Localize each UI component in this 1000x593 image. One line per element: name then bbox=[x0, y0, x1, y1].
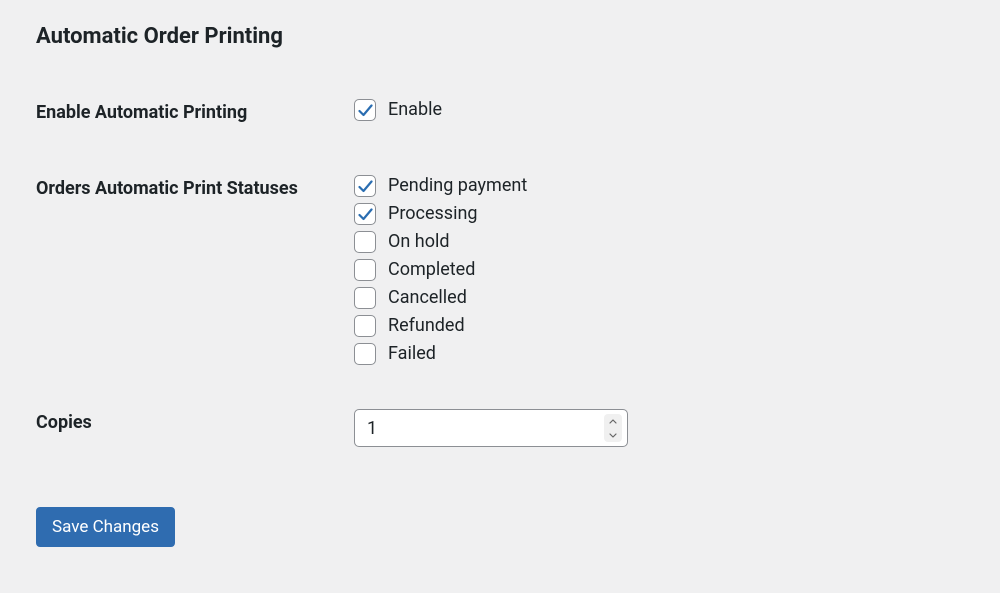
checkmark-icon bbox=[358, 208, 373, 221]
statuses-row: Orders Automatic Print Statuses Pending … bbox=[36, 175, 964, 365]
status-checkbox[interactable] bbox=[354, 175, 376, 197]
status-checkbox-label: Completed bbox=[388, 261, 475, 279]
status-checkbox-item: Processing bbox=[354, 203, 964, 225]
copies-input-wrapper bbox=[354, 409, 628, 447]
status-checkbox-label: On hold bbox=[388, 233, 450, 251]
chevron-down-icon bbox=[609, 433, 617, 438]
copies-input[interactable] bbox=[354, 409, 628, 447]
stepper-down-button[interactable] bbox=[604, 428, 622, 442]
status-checkbox[interactable] bbox=[354, 315, 376, 337]
status-checkbox[interactable] bbox=[354, 203, 376, 225]
enable-label: Enable Automatic Printing bbox=[36, 99, 354, 125]
status-checkbox-item: Pending payment bbox=[354, 175, 964, 197]
checkmark-icon bbox=[358, 104, 373, 117]
checkmark-icon bbox=[358, 180, 373, 193]
page-title: Automatic Order Printing bbox=[36, 24, 964, 49]
copies-control bbox=[354, 409, 964, 447]
enable-checkbox[interactable] bbox=[354, 99, 376, 121]
status-checkbox[interactable] bbox=[354, 259, 376, 281]
save-changes-button[interactable]: Save Changes bbox=[36, 507, 175, 547]
stepper-up-button[interactable] bbox=[604, 414, 622, 428]
status-checkbox-item: Completed bbox=[354, 259, 964, 281]
status-checkbox[interactable] bbox=[354, 287, 376, 309]
status-checkbox-item: Failed bbox=[354, 343, 964, 365]
enable-checkbox-item: Enable bbox=[354, 99, 964, 121]
status-checkbox-label: Processing bbox=[388, 205, 478, 223]
status-checkbox-label: Pending payment bbox=[388, 177, 527, 195]
chevron-up-icon bbox=[609, 419, 617, 424]
statuses-label: Orders Automatic Print Statuses bbox=[36, 175, 354, 201]
copies-row: Copies bbox=[36, 409, 964, 447]
status-checkbox-item: Cancelled bbox=[354, 287, 964, 309]
status-checkbox-item: Refunded bbox=[354, 315, 964, 337]
status-checkbox[interactable] bbox=[354, 343, 376, 365]
status-checkbox[interactable] bbox=[354, 231, 376, 253]
enable-control: Enable bbox=[354, 99, 964, 121]
status-checkbox-item: On hold bbox=[354, 231, 964, 253]
status-checkbox-label: Refunded bbox=[388, 317, 465, 335]
enable-row: Enable Automatic Printing Enable bbox=[36, 99, 964, 125]
statuses-control: Pending payment Processing On hold Complete… bbox=[354, 175, 964, 365]
enable-checkbox-label: Enable bbox=[388, 101, 442, 119]
copies-stepper bbox=[604, 414, 622, 442]
status-checkbox-label: Failed bbox=[388, 345, 436, 363]
status-checkbox-label: Cancelled bbox=[388, 289, 467, 307]
copies-label: Copies bbox=[36, 409, 354, 435]
